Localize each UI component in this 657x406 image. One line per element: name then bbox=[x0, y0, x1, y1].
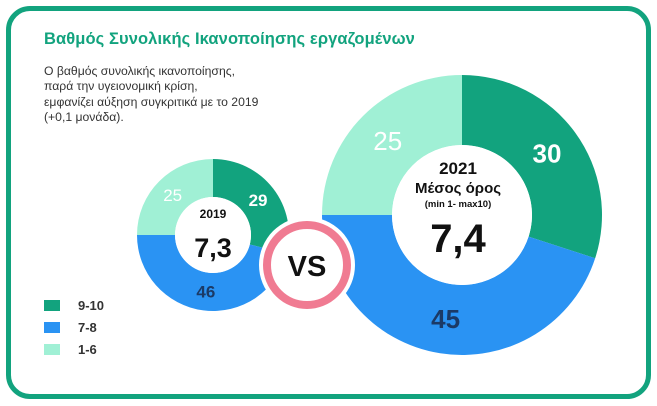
legend-label: 1-6 bbox=[78, 341, 97, 357]
donut-hole bbox=[175, 197, 251, 273]
slice-1-6 bbox=[322, 75, 462, 215]
legend-item-1-6: 1-6 bbox=[44, 338, 104, 360]
chart-title: Βαθμός Συνολικής Ικανοποίησης εργαζομένω… bbox=[44, 30, 415, 48]
donut-2021: 30 45 25 2021 Μέσος όρος (min 1- max10) 7,4 bbox=[322, 75, 602, 355]
legend: 9-10 7-8 1-6 bbox=[44, 294, 104, 360]
year-label: 2021 bbox=[439, 159, 477, 178]
mean-label: Μέσος όρος bbox=[415, 180, 501, 197]
description-text: Ο βαθμός συνολικής ικανοποίησης, παρά τη… bbox=[44, 64, 294, 126]
vs-label: VS bbox=[288, 251, 327, 283]
legend-label: 9-10 bbox=[78, 297, 105, 313]
legend-item-9-10: 9-10 bbox=[44, 294, 104, 316]
description-line: Ο βαθμός συνολικής ικανοποίησης, bbox=[44, 64, 235, 78]
slice-label: 29 bbox=[249, 191, 268, 210]
legend-swatch bbox=[44, 299, 60, 311]
mean-value: 7,3 bbox=[194, 233, 232, 263]
description-line: (+0,1 μονάδα). bbox=[44, 110, 124, 125]
slice-label: 45 bbox=[431, 304, 460, 334]
legend-item-7-8: 7-8 bbox=[44, 316, 104, 338]
donut-2019: 29 46 25 2019 7,3 bbox=[137, 159, 290, 312]
mean-value: 7,4 bbox=[430, 217, 486, 261]
slice-label: 25 bbox=[373, 126, 402, 156]
slice-1-6 bbox=[137, 159, 213, 235]
donut-hole bbox=[392, 145, 532, 285]
legend-swatch bbox=[44, 343, 60, 355]
vs-badge-ring bbox=[263, 221, 351, 309]
year-label: 2019 bbox=[200, 207, 227, 221]
legend-swatch bbox=[44, 321, 60, 333]
slice-label: 30 bbox=[532, 139, 561, 169]
vs-badge: VS bbox=[259, 217, 355, 313]
slice-label: 25 bbox=[163, 186, 182, 205]
slice-label: 46 bbox=[196, 283, 215, 302]
description-line: εμφανίζει αύξηση συγκριτικά με το 2019 bbox=[44, 94, 259, 109]
slice-7-8 bbox=[322, 215, 596, 355]
slice-9-10 bbox=[462, 75, 602, 259]
slice-7-8 bbox=[137, 235, 287, 312]
description-line: παρά την υγειονομική κρίση, bbox=[44, 79, 198, 94]
range-note: (min 1- max10) bbox=[425, 199, 492, 210]
legend-label: 7-8 bbox=[78, 319, 97, 335]
slice-9-10 bbox=[213, 159, 290, 254]
